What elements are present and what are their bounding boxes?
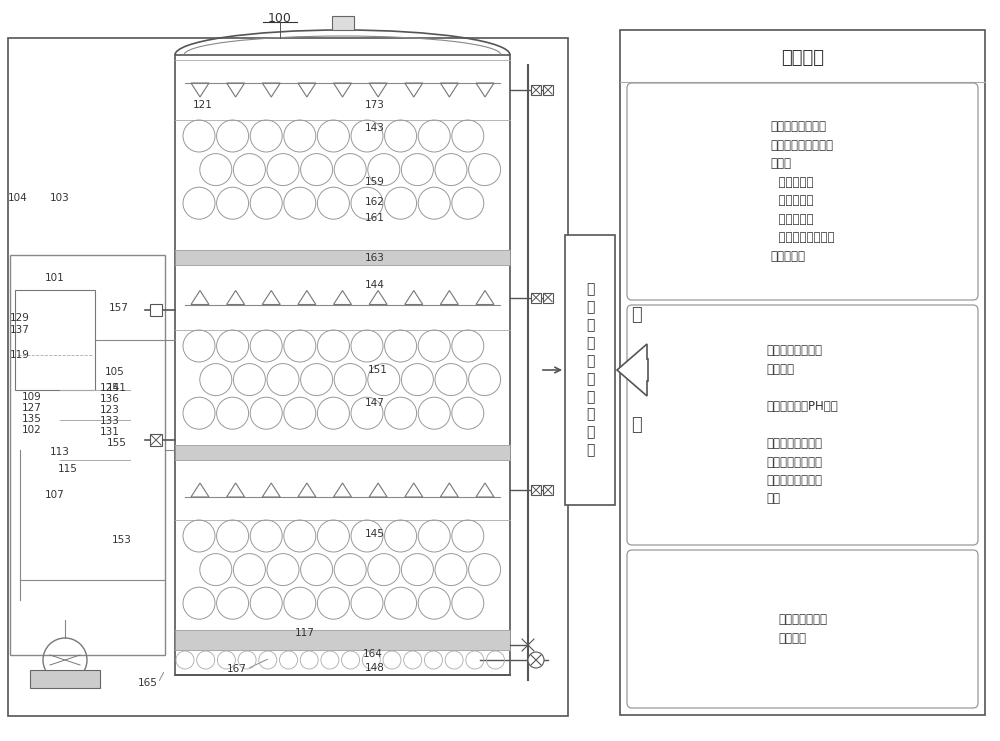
- Circle shape: [528, 652, 544, 668]
- Bar: [332, 16, 354, 30]
- Text: 105: 105: [105, 367, 125, 377]
- Text: 喷淋泵抽取工作液
的流量；

工作液温度及PH值；

与上段填料、中段
填料和下段填料对
应的液体喷淋器出
液量: 喷淋泵抽取工作液 的流量； 工作液温度及PH值； 与上段填料、中段 填料和下段填…: [767, 345, 838, 505]
- Text: 136: 136: [100, 394, 120, 404]
- Bar: [150, 434, 162, 446]
- Text: 131: 131: [100, 427, 120, 437]
- Bar: [620, 30, 985, 715]
- Bar: [543, 485, 553, 495]
- Text: 151: 151: [368, 365, 388, 375]
- Bar: [175, 630, 510, 650]
- Text: 107: 107: [45, 490, 65, 500]
- Bar: [175, 445, 510, 460]
- Bar: [150, 304, 162, 316]
- Text: 102: 102: [22, 425, 42, 435]
- Bar: [175, 250, 510, 265]
- Text: 121: 121: [193, 100, 213, 110]
- Text: 训: 训: [632, 306, 642, 324]
- Text: 生
物
滴
滤
处
理
网
络
模
型: 生 物 滴 滤 处 理 网 络 模 型: [586, 282, 594, 457]
- Text: 153: 153: [112, 535, 132, 545]
- Text: 排气口有机废气
残余比例: 排气口有机废气 残余比例: [778, 614, 827, 645]
- Text: 159: 159: [365, 177, 385, 187]
- Text: 157: 157: [109, 303, 129, 313]
- Text: 104: 104: [8, 193, 28, 203]
- Bar: [10, 255, 165, 655]
- Text: 练: 练: [632, 416, 642, 434]
- Text: 155: 155: [107, 438, 127, 448]
- Bar: [531, 85, 541, 95]
- Text: 164: 164: [363, 649, 383, 659]
- Text: 147: 147: [365, 398, 385, 408]
- Text: 103: 103: [50, 193, 70, 203]
- Bar: [543, 85, 553, 95]
- FancyBboxPatch shape: [627, 305, 978, 545]
- Text: 119: 119: [10, 350, 30, 360]
- Text: 167: 167: [227, 664, 247, 674]
- FancyBboxPatch shape: [627, 83, 978, 300]
- Text: 143: 143: [365, 123, 385, 133]
- Text: 173: 173: [365, 100, 385, 110]
- Text: 129: 129: [10, 313, 30, 323]
- Text: 137: 137: [10, 325, 30, 335]
- Text: 135: 135: [22, 414, 42, 424]
- Bar: [565, 235, 615, 505]
- Text: 训练样本: 训练样本: [781, 49, 824, 67]
- Bar: [30, 670, 100, 688]
- Text: 162: 162: [365, 197, 385, 207]
- Text: 109: 109: [22, 392, 42, 402]
- Text: 161: 161: [365, 213, 385, 223]
- Bar: [543, 293, 553, 302]
- Bar: [531, 485, 541, 495]
- Text: 127: 127: [22, 403, 42, 413]
- Text: 133: 133: [100, 416, 120, 426]
- Text: 145: 145: [365, 529, 385, 539]
- Text: 163: 163: [365, 253, 385, 263]
- Text: 100: 100: [268, 12, 292, 24]
- Bar: [15, 290, 95, 390]
- Text: 165: 165: [138, 678, 158, 688]
- FancyBboxPatch shape: [627, 550, 978, 708]
- Polygon shape: [617, 344, 648, 396]
- Text: 141: 141: [107, 383, 127, 393]
- Text: 115: 115: [58, 464, 78, 474]
- Text: 113: 113: [50, 447, 70, 457]
- Bar: [8, 38, 568, 716]
- Bar: [175, 55, 510, 675]
- Text: 125: 125: [100, 383, 120, 393]
- Text: 148: 148: [365, 663, 385, 673]
- Text: 123: 123: [100, 405, 120, 415]
- Text: 101: 101: [45, 273, 65, 283]
- Text: 进入生物滴滤塔进
气口的混合气体参数
包括：
  进气流量；
  气体温度；
  气体压力；
  混合气体中有机废
气所占比例: 进入生物滴滤塔进 气口的混合气体参数 包括： 进气流量； 气体温度； 气体压力；…: [771, 120, 834, 263]
- Text: 117: 117: [295, 628, 315, 638]
- Bar: [531, 293, 541, 302]
- Text: 144: 144: [365, 280, 385, 290]
